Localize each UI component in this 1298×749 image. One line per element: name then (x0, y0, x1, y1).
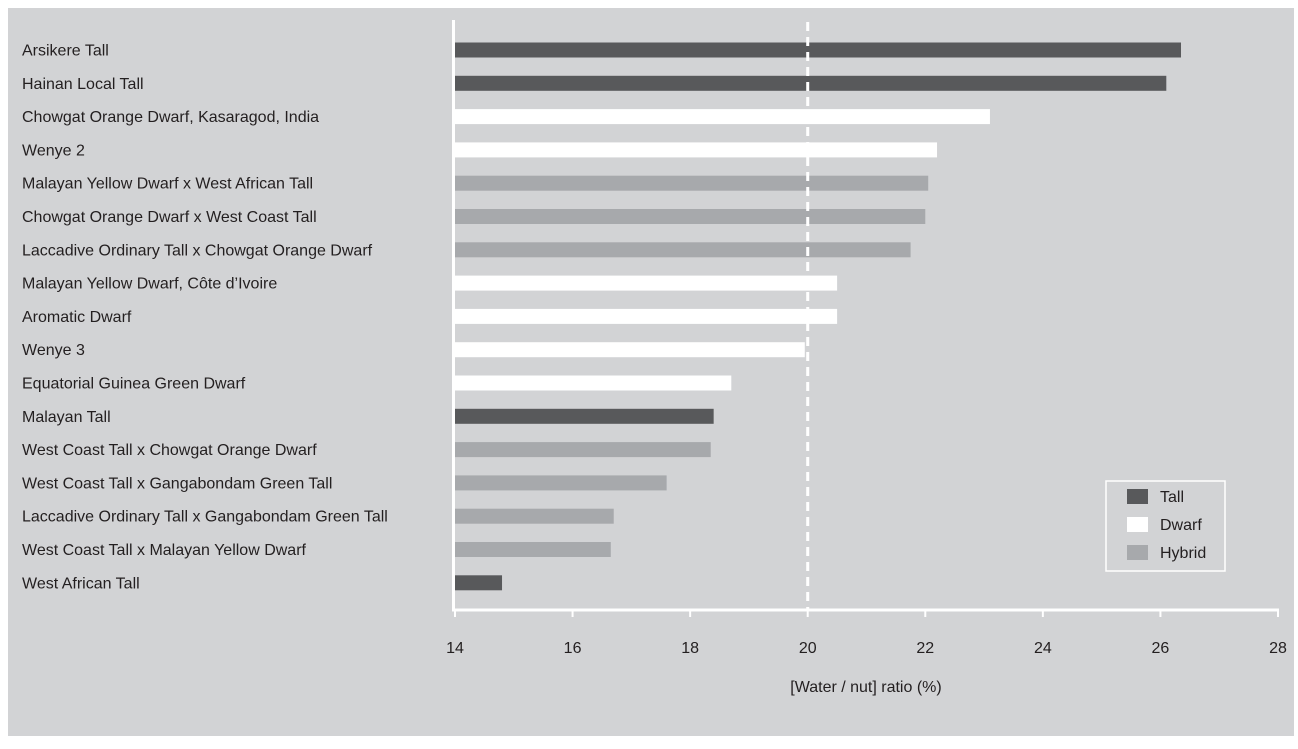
legend-swatch-hybrid (1127, 545, 1148, 560)
x-axis-label: [Water / nut] ratio (%) (790, 679, 941, 696)
category-label-arsikere-tall: Arsikere Tall (22, 43, 109, 60)
bar-hainan-local-tall (455, 75, 1167, 91)
bar-laccadive-ordinary-tall-x-chowgat-orange-dwarf (455, 242, 911, 258)
category-label-malayan-yellow-dwarf-x-west-african-tall: Malayan Yellow Dwarf x West African Tall (22, 176, 313, 193)
category-label-west-coast-tall-x-gangabondam-green-tall: West Coast Tall x Gangabondam Green Tall (22, 475, 332, 492)
x-tick-label-22: 22 (916, 640, 934, 657)
x-tick-label-14: 14 (446, 640, 464, 657)
category-label-wenye-3: Wenye 3 (22, 342, 85, 359)
bar-aromatic-dwarf (455, 308, 838, 324)
category-label-malayan-tall: Malayan Tall (22, 409, 111, 426)
category-label-aromatic-dwarf: Aromatic Dwarf (22, 309, 132, 326)
bar-wenye-3 (455, 342, 805, 358)
category-label-west-african-tall: West African Tall (22, 575, 140, 592)
x-tick-label-26: 26 (1152, 640, 1170, 657)
legend-label-tall: Tall (1160, 489, 1184, 506)
x-tick-label-18: 18 (681, 640, 699, 657)
category-label-malayan-yellow-dwarf-c-te-d-ivoire: Malayan Yellow Dwarf, Côte d’Ivoire (22, 276, 277, 293)
legend: Tall Dwarf Hybrid (1105, 480, 1226, 572)
x-tick-label-28: 28 (1269, 640, 1287, 657)
bar-west-african-tall (455, 575, 503, 591)
bar-west-coast-tall-x-gangabondam-green-tall (455, 475, 667, 491)
bar-laccadive-ordinary-tall-x-gangabondam-green-tall (455, 508, 614, 524)
category-label-laccadive-ordinary-tall-x-chowgat-orange-dwarf: Laccadive Ordinary Tall x Chowgat Orange… (22, 242, 373, 259)
bar-west-coast-tall-x-malayan-yellow-dwarf (455, 542, 611, 557)
category-labels-group: Arsikere Tall Hainan Local Tall Chowgat Or… (22, 43, 388, 593)
x-tick-label-24: 24 (1034, 640, 1052, 657)
legend-box (1105, 480, 1226, 572)
bar-arsikere-tall (455, 42, 1182, 58)
bar-equatorial-guinea-green-dwarf (455, 375, 732, 391)
legend-label-hybrid: Hybrid (1160, 545, 1206, 562)
x-tick-label-16: 16 (564, 640, 582, 657)
bar-malayan-yellow-dwarf-x-west-african-tall (455, 175, 929, 191)
bar-malayan-yellow-dwarf-c-te-d-ivoire (455, 275, 838, 291)
category-label-chowgat-orange-dwarf-kasaragod-india: Chowgat Orange Dwarf, Kasaragod, India (22, 109, 319, 126)
category-label-laccadive-ordinary-tall-x-gangabondam-green-tall: Laccadive Ordinary Tall x Gangabondam Gr… (22, 509, 388, 526)
legend-swatch-tall (1127, 489, 1148, 504)
bar-west-coast-tall-x-chowgat-orange-dwarf (455, 442, 711, 458)
category-label-west-coast-tall-x-chowgat-orange-dwarf: West Coast Tall x Chowgat Orange Dwarf (22, 442, 317, 459)
bar-wenye-2 (455, 142, 938, 158)
x-ticks-group: 14 16 18 20 22 24 26 28 (446, 610, 1287, 657)
bar-malayan-tall (455, 408, 714, 424)
bar-chowgat-orange-dwarf-x-west-coast-tall (455, 209, 926, 224)
category-label-west-coast-tall-x-malayan-yellow-dwarf: West Coast Tall x Malayan Yellow Dwarf (22, 542, 307, 559)
x-tick-label-20: 20 (799, 640, 817, 657)
bar-chowgat-orange-dwarf-kasaragod-india (455, 109, 990, 125)
category-label-chowgat-orange-dwarf-x-west-coast-tall: Chowgat Orange Dwarf x West Coast Tall (22, 209, 317, 226)
bars-group (455, 42, 1182, 591)
category-label-equatorial-guinea-green-dwarf: Equatorial Guinea Green Dwarf (22, 376, 246, 393)
legend-swatch-dwarf (1127, 517, 1148, 532)
category-label-wenye-2: Wenye 2 (22, 142, 85, 159)
chart-background (8, 8, 1294, 736)
legend-label-dwarf: Dwarf (1160, 517, 1202, 534)
category-label-hainan-local-tall: Hainan Local Tall (22, 76, 144, 93)
